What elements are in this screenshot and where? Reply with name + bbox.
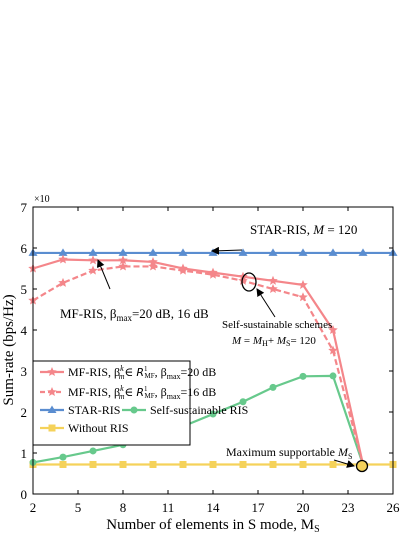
svg-text:MF-RIS, βmax=20 dB, 16 dB: MF-RIS, βmax=20 dB, 16 dB <box>60 306 209 323</box>
data-point-square <box>299 460 307 468</box>
legend-entry-mf-16db: MF-RIS, βk m∈ R1 MF, βmax=16 dB <box>40 384 216 401</box>
svg-text:Self-sustainable RIS: Self-sustainable RIS <box>150 403 248 417</box>
data-point-star <box>298 279 308 289</box>
series-line <box>32 374 365 465</box>
y-tick-label: 2 <box>21 405 28 420</box>
svg-text:Without RIS: Without RIS <box>68 421 129 435</box>
svg-text:Maximum supportable MS: Maximum supportable MS <box>226 445 352 461</box>
legend-box <box>32 360 191 446</box>
x-tick-label: 11 <box>162 500 175 515</box>
y-multiplier: ×10 <box>34 194 50 205</box>
y-tick-label: 5 <box>21 282 28 297</box>
data-point-triangle <box>88 248 98 256</box>
data-point-star <box>268 275 278 285</box>
legend-entry-star-ris: STAR-RIS <box>40 403 120 417</box>
data-point-triangle <box>298 248 308 256</box>
data-point-circle <box>209 410 217 418</box>
legend-square-icon <box>48 424 56 432</box>
data-point-square <box>269 460 277 468</box>
x-tick-label: 8 <box>120 500 127 515</box>
data-point-star <box>328 345 338 355</box>
y-tick-label: 1 <box>21 446 28 461</box>
series-line <box>32 258 365 465</box>
data-point-triangle <box>328 248 338 256</box>
series-triangle-2 <box>28 248 398 256</box>
data-point-star <box>268 284 278 294</box>
legend-triangle-icon <box>47 405 57 413</box>
y-tick-label: 3 <box>21 364 28 379</box>
data-point-circle <box>59 453 67 461</box>
legend-entry-without-ris: Without RIS <box>40 421 129 435</box>
data-point-star <box>148 256 158 266</box>
x-tick-label: 26 <box>387 500 401 515</box>
data-point-triangle <box>178 248 188 256</box>
legend-circle-icon <box>130 406 138 414</box>
data-point-star <box>88 255 98 265</box>
data-point-star <box>118 255 128 265</box>
legend-entry-self-sustainable: Self-sustainable RIS <box>122 403 248 417</box>
svg-text:Self-sustainable schemes: Self-sustainable schemes <box>222 319 332 331</box>
annotation-self-sustainable: Self-sustainable schemes M = MH+ MS= 120 <box>222 272 332 348</box>
legend-entry-mf-20db: MF-RIS, βk m∈ R1 MF, βmax=20 dB <box>40 364 216 381</box>
data-point-triangle <box>268 248 278 256</box>
x-tick-label: 20 <box>297 500 310 515</box>
data-point-star <box>148 261 158 271</box>
data-point-star <box>208 267 218 277</box>
data-point-circle <box>329 372 337 380</box>
data-point-triangle <box>58 248 68 256</box>
data-point-triangle <box>148 248 158 256</box>
svg-text:STAR-RIS, M = 120: STAR-RIS, M = 120 <box>250 222 357 237</box>
svg-text:M = MH+ MS= 120: M = MH+ MS= 120 <box>231 335 316 348</box>
series-line <box>32 265 365 465</box>
data-point-star <box>328 325 338 335</box>
data-point-star <box>58 277 68 287</box>
data-point-square <box>239 460 247 468</box>
data-point-square <box>149 460 157 468</box>
y-tick-label: 7 <box>21 200 28 215</box>
data-point-circle <box>89 447 97 455</box>
data-point-triangle <box>118 248 128 256</box>
data-point-triangle <box>358 248 368 256</box>
data-point-star <box>178 263 188 273</box>
x-tick-label: 23 <box>342 500 355 515</box>
data-point-circle <box>269 383 277 391</box>
data-point-square <box>59 460 67 468</box>
data-point-square <box>209 460 217 468</box>
annotation-max-supportable: Maximum supportable MS <box>226 445 369 473</box>
data-point-circle <box>239 398 247 406</box>
data-point-star <box>88 265 98 275</box>
x-tick-label: 17 <box>252 500 266 515</box>
y-axis-label: Sum-rate (bps/Hz) <box>1 294 17 405</box>
x-tick-label: 14 <box>207 500 221 515</box>
data-point-star <box>238 275 248 285</box>
y-tick-label: 0 <box>21 487 28 502</box>
x-tick-label: 2 <box>30 500 37 515</box>
x-axis-label: Number of elements in S mode, MS <box>106 517 319 535</box>
data-point-circle <box>299 372 307 380</box>
svg-text:STAR-RIS: STAR-RIS <box>68 403 120 417</box>
data-point-square <box>89 460 97 468</box>
annotation-star-ris: STAR-RIS, M = 120 <box>211 222 357 255</box>
x-tick-label: 5 <box>75 500 82 515</box>
data-point-star <box>58 254 68 264</box>
annotation-mf-ris: MF-RIS, βmax=20 dB, 16 dB <box>60 259 209 323</box>
legend: MF-RIS, βk m∈ R1 MF, βmax=20 dB MF-RIS, βk… <box>32 360 248 446</box>
legend-star-icon <box>47 367 57 377</box>
data-point-square <box>329 460 337 468</box>
data-point-square <box>119 460 127 468</box>
data-point-star <box>298 292 308 302</box>
y-tick-label: 6 <box>21 241 28 256</box>
legend-star-icon <box>47 387 57 397</box>
data-point-triangle <box>238 248 248 256</box>
data-point-star <box>118 261 128 271</box>
data-point-square <box>179 460 187 468</box>
y-tick-label: 4 <box>21 323 28 338</box>
